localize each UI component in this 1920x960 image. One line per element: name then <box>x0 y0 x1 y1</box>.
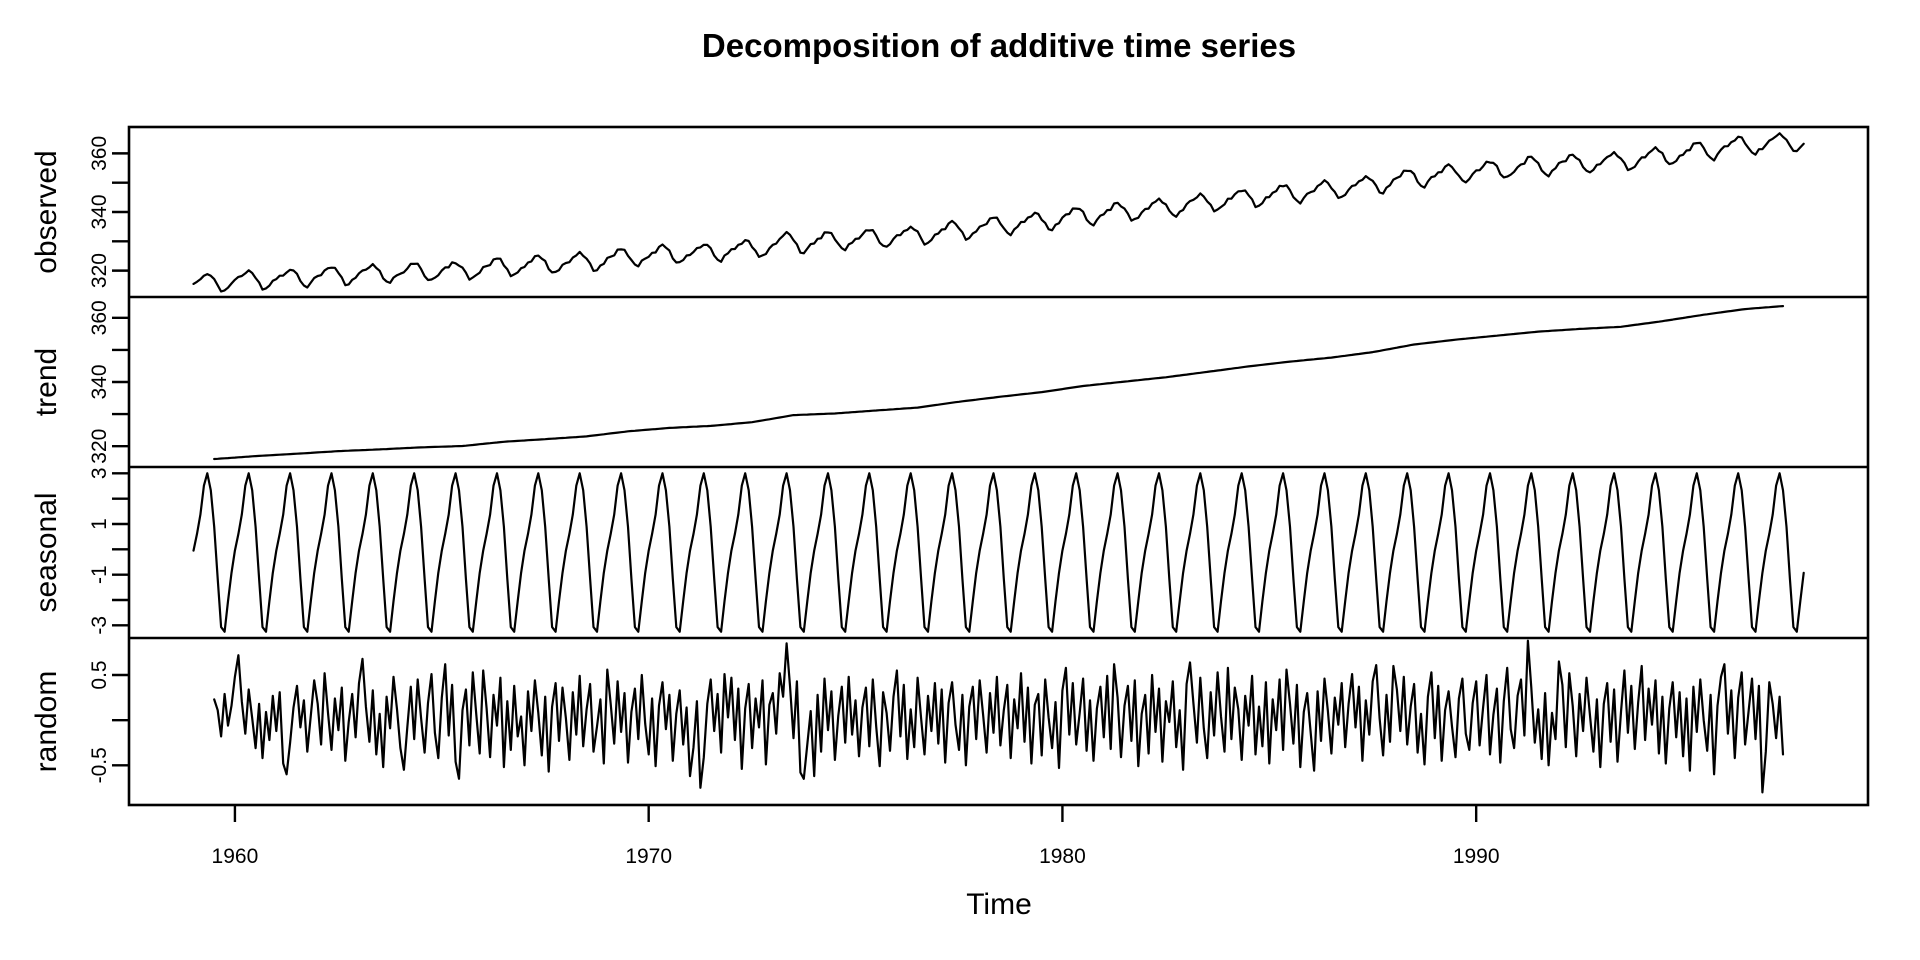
panel-label-observed: observed <box>30 150 63 273</box>
seasonal-series-line <box>192 472 1805 633</box>
y-tick-label: 320 <box>88 429 111 464</box>
y-tick-label: 0.5 <box>88 660 111 689</box>
panel-label-seasonal: seasonal <box>30 492 63 612</box>
y-tick-label: 1 <box>88 518 111 530</box>
y-tick-label: 360 <box>88 136 111 171</box>
y-tick-label: 360 <box>88 300 111 335</box>
x-axis-title: Time <box>966 888 1032 921</box>
y-tick-label: 320 <box>88 253 111 288</box>
y-tick-label: 3 <box>88 467 111 479</box>
random-series-line <box>213 639 1785 794</box>
x-tick-label: 1990 <box>1453 845 1500 868</box>
panel-label-random: random <box>30 671 63 773</box>
observed-series-line <box>192 132 1805 293</box>
y-tick-label: 340 <box>88 194 111 229</box>
x-tick-label: 1970 <box>625 845 672 868</box>
y-tick-label: 340 <box>88 364 111 399</box>
trend-series-line <box>213 305 1785 461</box>
x-tick-label: 1960 <box>212 845 259 868</box>
y-tick-label: -0.5 <box>88 747 111 783</box>
chart-title: Decomposition of additive time series <box>701 27 1297 64</box>
panel-label-trend: trend <box>30 348 63 416</box>
y-tick-label: -3 <box>88 616 111 635</box>
x-tick-label: 1980 <box>1039 845 1086 868</box>
y-tick-label: -1 <box>88 565 111 584</box>
